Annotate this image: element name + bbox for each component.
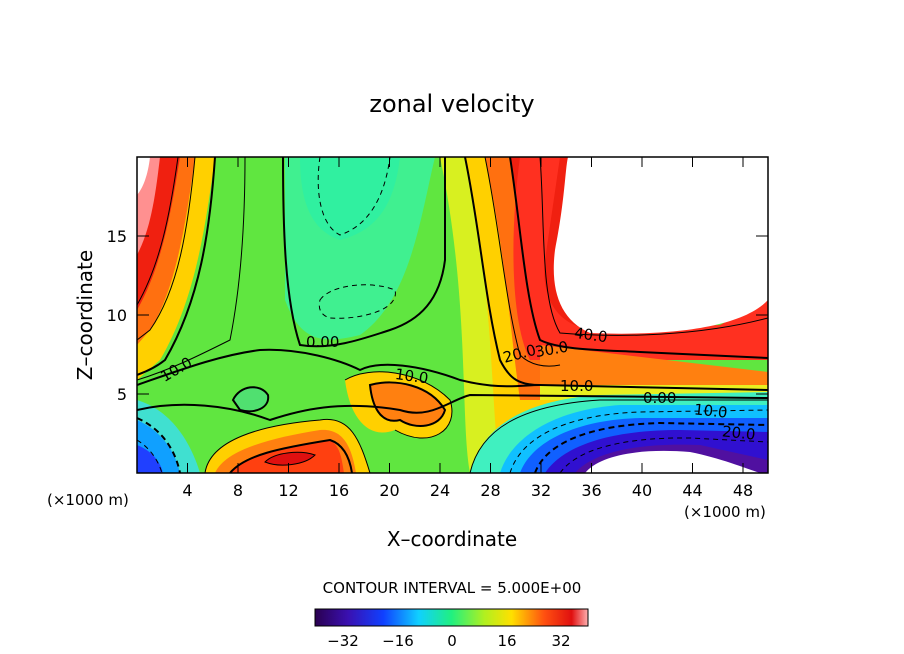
- y-tick-label: 10: [107, 306, 127, 325]
- colorbar-tick-label: −32: [327, 632, 359, 650]
- colorbar-gradient: [314, 608, 589, 627]
- contour-label: 0.00: [643, 389, 676, 407]
- x-tick-label: 12: [278, 481, 298, 500]
- colorbar-tick-label: −16: [382, 632, 414, 650]
- x-tick-label: 4: [182, 481, 192, 500]
- x-ticks: [187, 157, 744, 473]
- y-ticks: [137, 235, 768, 395]
- contour-label: 20.0: [721, 422, 756, 443]
- chart-title: zonal velocity: [369, 90, 534, 118]
- x-axis-label: X–coordinate: [387, 527, 517, 551]
- contour-label: 10.0: [693, 400, 728, 421]
- contour-label: 30.0: [534, 338, 570, 362]
- x-tick-label: 32: [531, 481, 551, 500]
- contour-label: 40.0: [573, 324, 609, 346]
- x-tick-label: 20: [379, 481, 399, 500]
- colorbar-tick-label: 16: [497, 632, 516, 650]
- x-tick-labels: 4 8 12 16 20 24 28 32 36 40 44 48: [182, 481, 753, 500]
- y-tick-labels: 5 10 15: [107, 227, 127, 404]
- x-tick-label: 40: [632, 481, 652, 500]
- plot-area: [137, 157, 768, 473]
- colorbar-ticks: −32 −16 0 16 32: [327, 632, 570, 650]
- x-tick-label: 24: [430, 481, 450, 500]
- y-tick-label: 15: [107, 227, 127, 246]
- x-tick-label: 16: [329, 481, 349, 500]
- y-tick-label: 5: [117, 385, 127, 404]
- colorbar: −32 −16 0 16 32: [314, 608, 589, 650]
- x-unit-label: (×1000 m): [684, 503, 766, 521]
- contour-label: 0.00: [306, 333, 339, 351]
- contour-interval-text: CONTOUR INTERVAL = 5.000E+00: [323, 579, 582, 597]
- colorbar-tick-label: 0: [447, 632, 457, 650]
- contour-label: 10.0: [560, 377, 593, 395]
- colorbar-tick-label: 32: [551, 632, 570, 650]
- contour-label: 10.0: [394, 365, 430, 387]
- x-tick-label: 8: [233, 481, 243, 500]
- x-tick-label: 44: [682, 481, 702, 500]
- z-unit-label: (×1000 m): [47, 491, 129, 509]
- contour-lines: [137, 157, 768, 473]
- y-axis-label: Z–coordinate: [73, 250, 97, 380]
- x-tick-label: 36: [581, 481, 601, 500]
- x-tick-label: 48: [733, 481, 753, 500]
- x-tick-label: 28: [480, 481, 500, 500]
